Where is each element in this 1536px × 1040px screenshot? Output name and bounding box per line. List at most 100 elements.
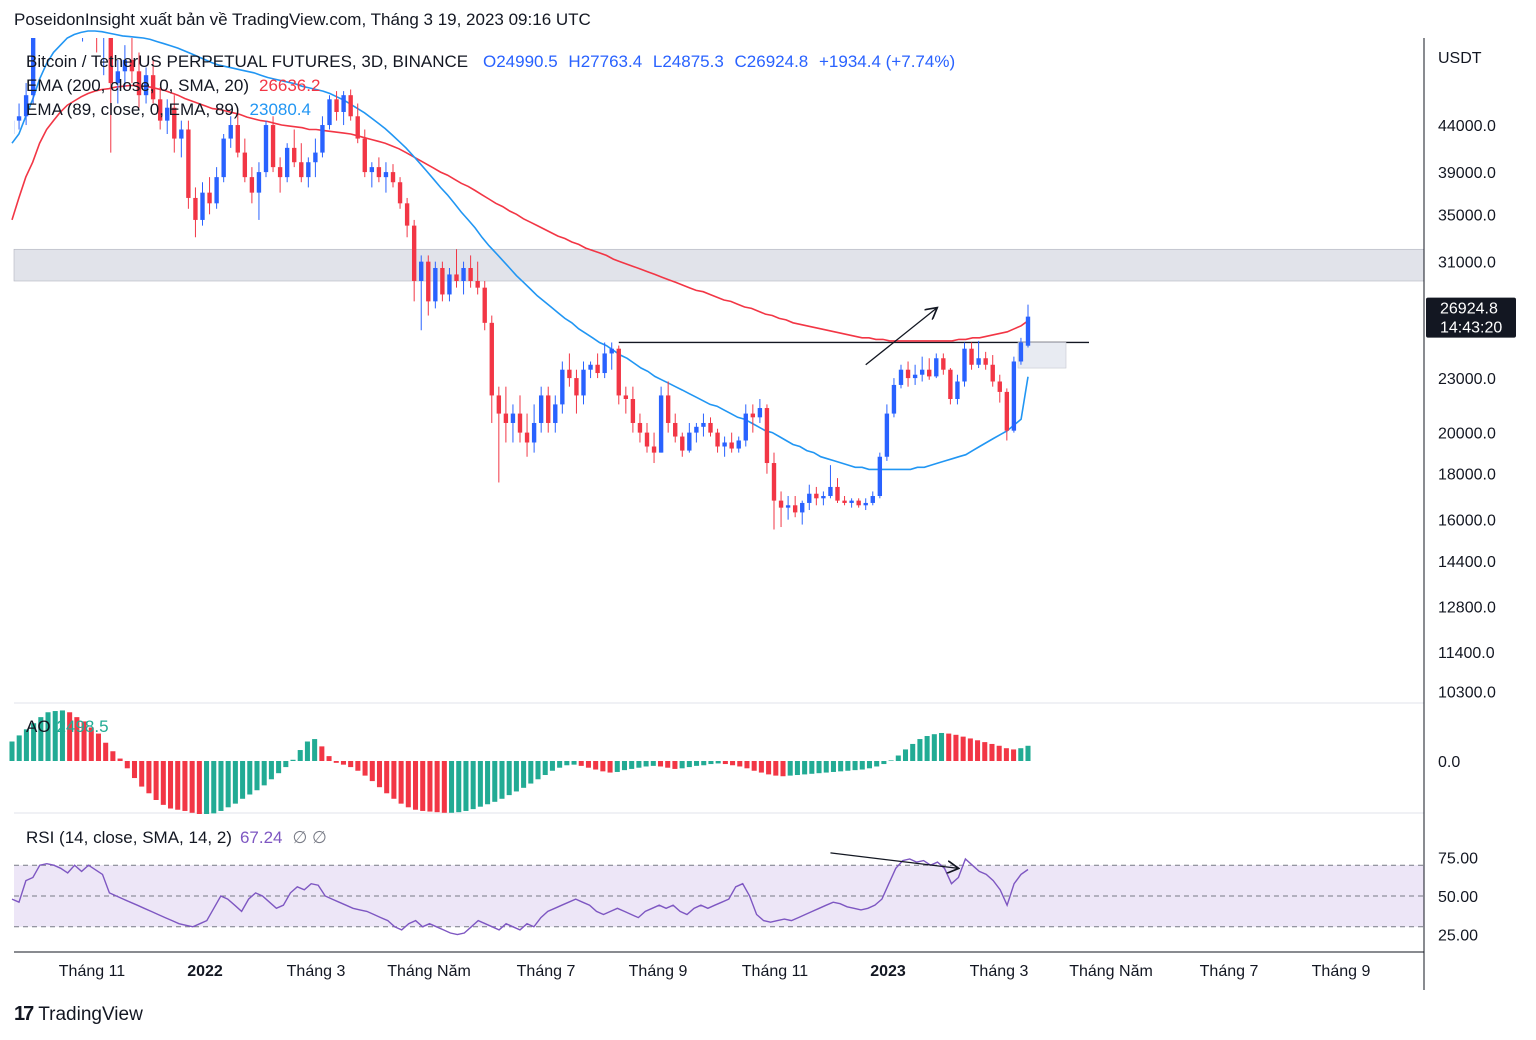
ao-bar [1003, 748, 1009, 761]
candle-body [214, 177, 219, 204]
ao-bar [95, 733, 101, 761]
candle-body [771, 463, 777, 501]
ao-bar [232, 761, 238, 804]
candle [1004, 388, 1010, 441]
candle [228, 116, 233, 148]
ao-bar [340, 761, 346, 765]
candle-body [807, 493, 812, 503]
price-tick-label: 18000.0 [1438, 467, 1496, 484]
ao-bar [650, 761, 656, 766]
candle-body [489, 322, 494, 396]
candle-body [172, 107, 177, 139]
candle-body [990, 364, 995, 382]
candle-body [16, 116, 22, 121]
candle [785, 496, 791, 520]
candle-body [538, 395, 544, 423]
candle [722, 436, 727, 457]
last-price-badge [1426, 297, 1516, 338]
ema200-line [11, 84, 1029, 342]
price-tick-label: 14400.0 [1438, 554, 1496, 571]
ao-bar [52, 711, 58, 761]
ao-bar [809, 761, 815, 774]
ao-bar [225, 761, 231, 808]
candle [87, 1, 91, 35]
ao-bar [672, 761, 678, 769]
candle-body [87, 14, 91, 24]
candle-body [546, 395, 551, 423]
ao-bar [535, 761, 541, 780]
candle [390, 164, 396, 188]
ao-bar [830, 761, 836, 772]
candles [14, 0, 1031, 530]
candle-body [23, 95, 29, 117]
candle-body [764, 408, 770, 464]
candle [609, 342, 614, 370]
candle-body [898, 369, 904, 385]
candle-body [955, 381, 960, 399]
candle [419, 255, 424, 331]
ao-bar [924, 736, 930, 761]
rsi-arrow [830, 852, 957, 868]
candle [249, 167, 255, 204]
ao-bar [175, 761, 181, 810]
candle [602, 342, 607, 379]
rsi-pane [11, 857, 1424, 936]
candle [828, 465, 833, 499]
candle [743, 404, 748, 447]
candle-body [658, 395, 664, 453]
candle [997, 374, 1002, 403]
candle-body [447, 274, 452, 295]
ao-bar [989, 743, 995, 761]
ao-bar [506, 761, 512, 796]
ao-bar [737, 761, 743, 767]
candle-body [927, 369, 932, 377]
candle-body [750, 413, 756, 418]
rsi-tick-label: 75.00 [1438, 851, 1478, 868]
candle-body [150, 75, 156, 100]
candle [200, 182, 205, 226]
candle-body [595, 364, 600, 374]
candle-body [821, 496, 826, 499]
candle-body [701, 422, 706, 427]
candle [941, 353, 946, 375]
candle [38, 0, 42, 31]
candle-body [66, 0, 70, 4]
ao-bar [427, 761, 433, 812]
candle [179, 120, 184, 158]
candle-body [242, 152, 248, 178]
candle-body [440, 267, 445, 295]
annotations [830, 308, 957, 868]
ao-bar [449, 761, 455, 813]
candle [983, 351, 988, 370]
candle-body [249, 177, 255, 193]
candle [355, 103, 360, 144]
ao-bar [283, 761, 289, 768]
candle [524, 413, 530, 457]
candle [292, 129, 297, 168]
candle-body [673, 422, 678, 437]
candle-body [433, 267, 438, 302]
ao-bar [715, 761, 721, 764]
candle [440, 261, 445, 302]
ao-bar [326, 756, 332, 761]
ao-bar [794, 761, 800, 776]
ao-bar [1011, 749, 1017, 761]
candle [23, 83, 29, 126]
ao-histogram [9, 710, 1031, 814]
legend-ao: AO 2498.5 [26, 717, 109, 736]
ao-bar [45, 712, 51, 761]
candle-body [306, 162, 311, 178]
candle-body [651, 446, 657, 453]
candle-body [680, 436, 685, 451]
ao-bar [441, 761, 447, 813]
candle-body [80, 14, 84, 24]
ao-bar [319, 746, 325, 761]
ao-bar [845, 761, 851, 771]
ao-bar [859, 761, 865, 770]
candle [475, 261, 480, 295]
price-tick-label: 39000.0 [1438, 165, 1496, 182]
candle [214, 167, 219, 209]
candle [687, 422, 692, 453]
candle-body [616, 348, 621, 396]
